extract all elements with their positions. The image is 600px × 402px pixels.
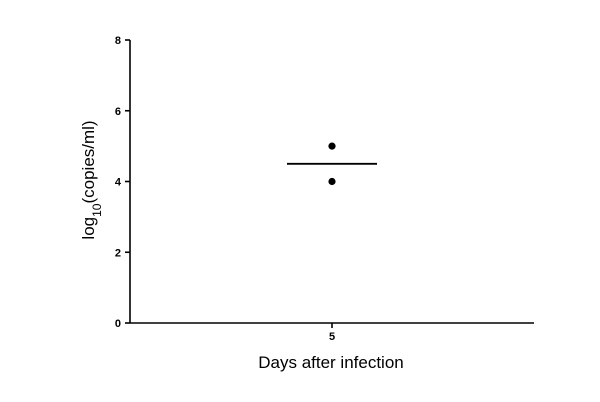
- y-tick-label: 2: [115, 247, 121, 259]
- data-point: [328, 142, 336, 150]
- y-tick-label: 6: [115, 106, 121, 118]
- y-axis-title: log10(copies/ml): [79, 120, 104, 239]
- y-axis: 0 2 4 6 8: [115, 35, 131, 330]
- plot-area: [287, 142, 377, 186]
- data-point: [328, 177, 336, 186]
- y-tick-label: 4: [115, 177, 122, 189]
- x-tick-label: 5: [329, 331, 335, 343]
- y-axis-title-base: log: [79, 217, 98, 240]
- x-axis: 5: [130, 322, 534, 343]
- y-tick-label: 8: [115, 35, 121, 47]
- y-axis-title-rest: (copies/ml): [79, 120, 98, 203]
- x-axis-title: Days after infection: [258, 353, 404, 372]
- y-axis-title-subscript: 10: [90, 203, 104, 217]
- y-tick-label: 0: [115, 318, 121, 330]
